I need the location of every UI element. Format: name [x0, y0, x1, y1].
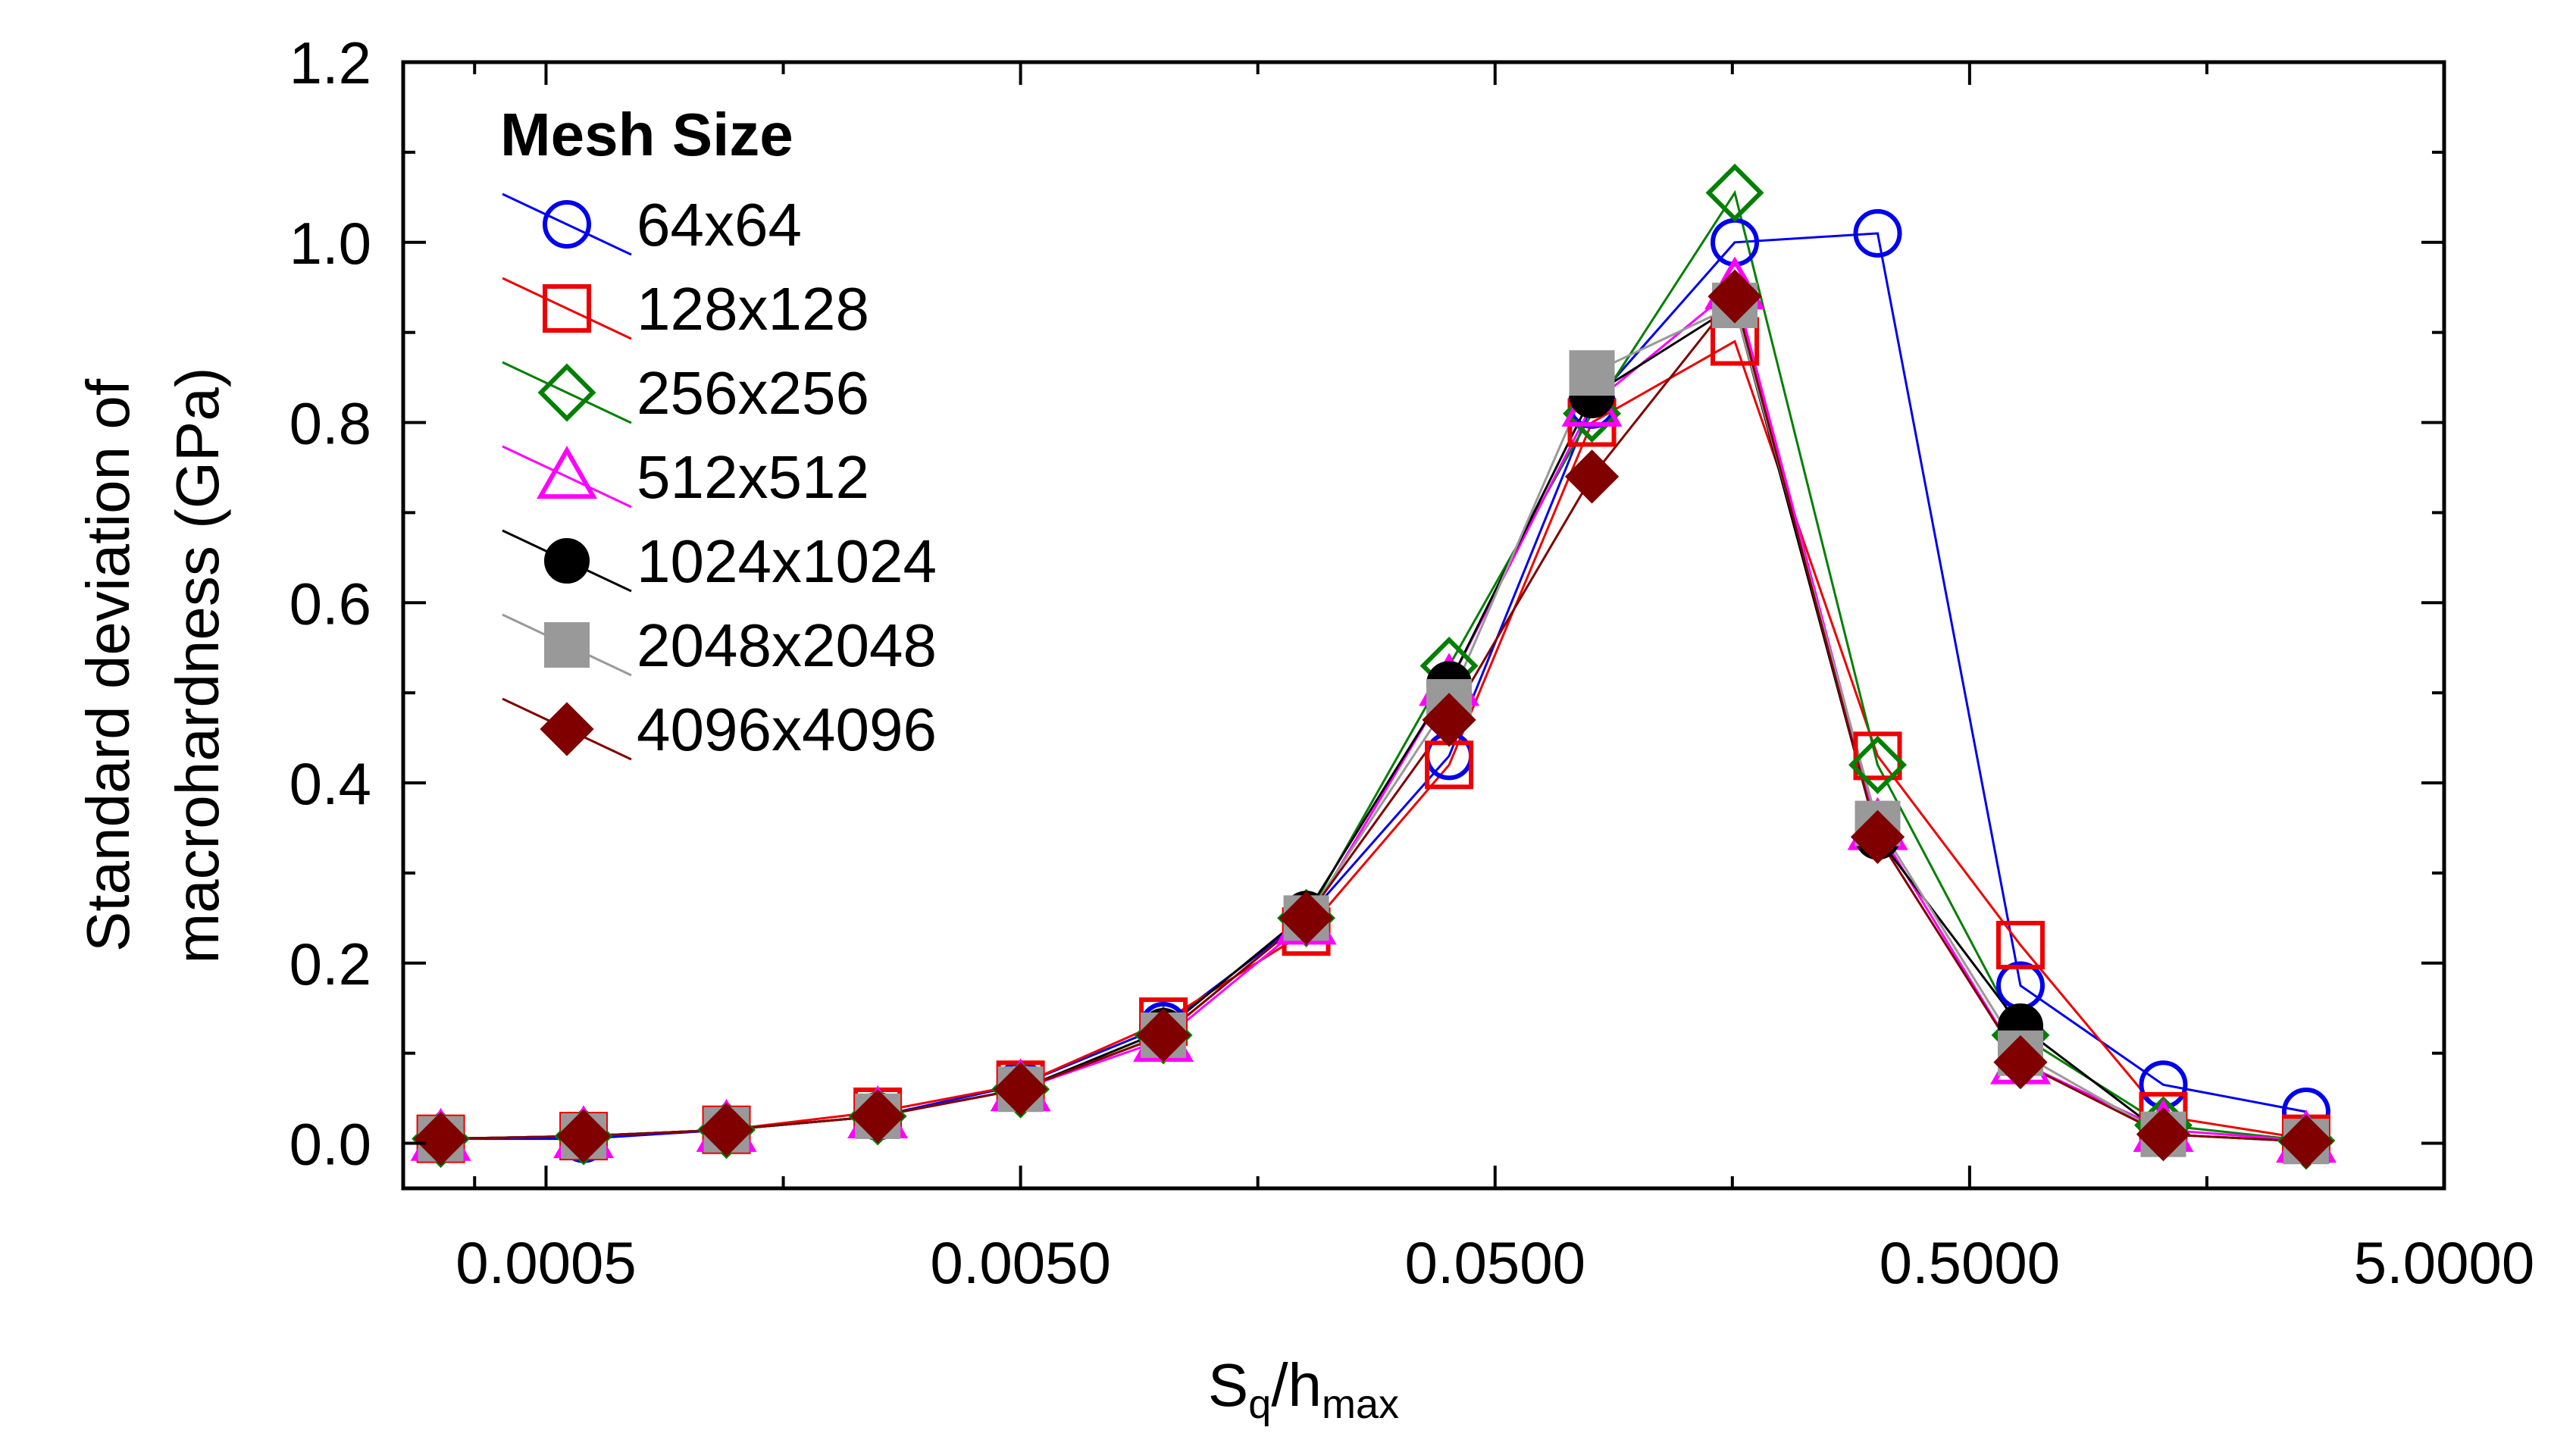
data-point-4096x4096 [1564, 449, 1620, 504]
legend: Mesh Size 64x64 128x128 256x256 512x512 1024… [500, 101, 937, 763]
y-tick-label: 0.6 [290, 570, 371, 637]
x-axis-title-mid: /h [1271, 1351, 1322, 1419]
x-tick-labels: 0.0005 0.0050 0.0500 0.5000 5.0000 [455, 1229, 2534, 1296]
y-tick-labels: 0.0 0.2 0.4 0.6 0.8 1.0 1.2 [290, 30, 371, 1178]
legend-marker-128x128 [543, 284, 591, 333]
legend-line-64x64 [502, 193, 632, 256]
data-point-4096x4096 [850, 1089, 905, 1144]
data-point-128x128 [1995, 921, 2045, 970]
y-tick-label: 0.0 [290, 1111, 371, 1178]
legend-line-256x256 [502, 361, 632, 424]
y-tick-label: 0.8 [290, 390, 371, 457]
x-tick-label: 0.0050 [930, 1229, 1111, 1296]
x-axis-title-sub1: q [1248, 1382, 1271, 1427]
plot-frame [401, 60, 2446, 1191]
data-point-4096x4096 [2136, 1107, 2191, 1162]
legend-marker-64x64 [543, 200, 591, 249]
y-tick-label: 0.4 [290, 750, 371, 817]
legend-title: Mesh Size [500, 101, 793, 168]
legend-label-128x128: 128x128 [637, 275, 869, 343]
x-tick-label: 0.0500 [1404, 1229, 1585, 1296]
x-tick-label: 5.0000 [2354, 1229, 2535, 1296]
x-tick-label: 0.0005 [455, 1229, 637, 1296]
data-point-256x256 [1848, 735, 1907, 794]
x-axis-title-base: S [1208, 1351, 1248, 1419]
data-point-4096x4096 [556, 1109, 611, 1163]
legend-marker-4096x4096 [540, 702, 594, 756]
data-point-4096x4096 [1850, 809, 1905, 865]
x-axis-title-sub2: max [1322, 1382, 1399, 1427]
data-point-128x128 [1853, 731, 1902, 781]
data-point-4096x4096 [1707, 269, 1762, 324]
legend-label-2048x2048: 2048x2048 [637, 612, 937, 679]
y-tick-label: 1.2 [290, 30, 371, 96]
data-point-4096x4096 [699, 1103, 754, 1157]
legend-marker-1024x1024 [544, 538, 590, 584]
data-point-64x64 [1853, 208, 1902, 258]
y-axis-title-line1: Standard deviation of [74, 378, 142, 952]
y-tick-label: 1.0 [290, 210, 371, 277]
legend-label-64x64: 64x64 [637, 191, 802, 258]
data-point-4096x4096 [993, 1062, 1048, 1116]
data-point-2048x2048 [1569, 350, 1615, 396]
axis-ticks [403, 61, 2446, 1188]
legend-label-1024x1024: 1024x1024 [637, 527, 937, 595]
legend-line-128x128 [502, 277, 632, 340]
data-point-4096x4096 [1422, 693, 1476, 747]
legend-label-256x256: 256x256 [637, 359, 869, 427]
x-axis-title: Sq/hmax [1208, 1351, 1399, 1427]
data-point-4096x4096 [1136, 1008, 1191, 1063]
data-point-256x256 [1705, 163, 1764, 222]
y-axis-title-line2: macrohardness (GPa) [164, 368, 231, 964]
y-tick-label: 0.2 [290, 931, 371, 997]
x-tick-label: 0.5000 [1880, 1229, 2061, 1296]
data-point-4096x4096 [413, 1111, 468, 1166]
data-point-4096x4096 [1993, 1035, 2048, 1090]
legend-line-512x512 [502, 445, 632, 509]
legend-marker-256x256 [537, 363, 596, 422]
legend-label-4096x4096: 4096x4096 [637, 696, 937, 763]
data-point-4096x4096 [2279, 1114, 2333, 1169]
data-point-4096x4096 [1279, 891, 1334, 945]
legend-label-512x512: 512x512 [637, 443, 869, 511]
legend-marker-2048x2048 [544, 622, 590, 668]
series-markers [410, 163, 2337, 1170]
legend-marker-512x512 [537, 446, 597, 499]
